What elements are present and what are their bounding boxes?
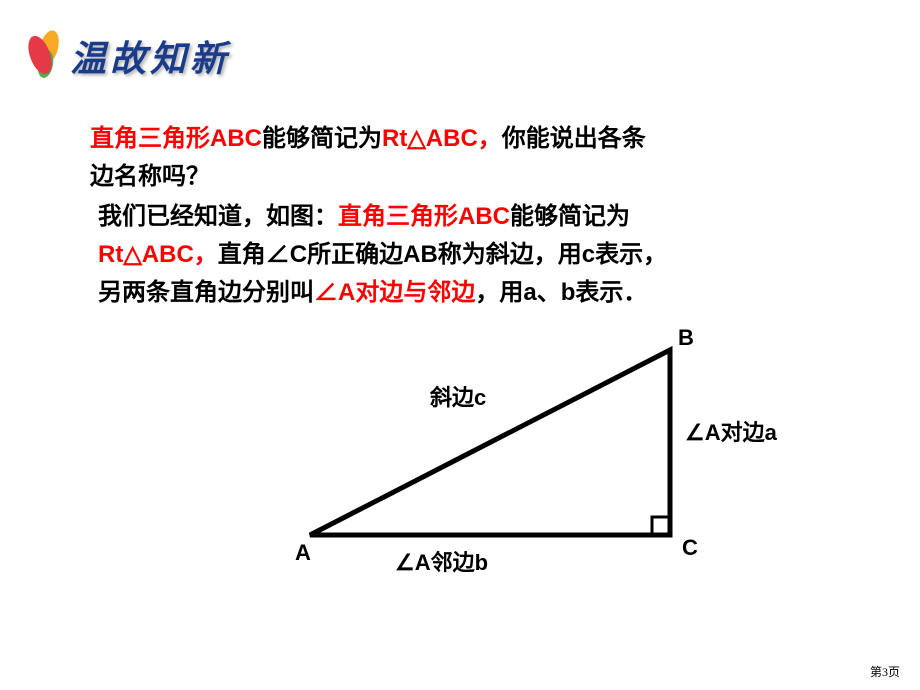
vertex-c-label: C [682, 535, 698, 561]
triangle-diagram: A B C 斜边c ∠A对边a ∠A邻边b [250, 330, 750, 610]
adjacent-label: ∠A邻边b [395, 545, 488, 577]
slide-title: 温故知新 [70, 30, 230, 82]
question-line-2: 边名称吗？ [90, 158, 210, 196]
hypotenuse-label: 斜边c [430, 380, 486, 412]
opposite-label: ∠A对边a [685, 415, 777, 447]
question-line-1: 直角三角形ABC能够简记为Rt△ABC，你能说出各条 [90, 120, 646, 158]
header-decoration-icon [30, 30, 60, 82]
vertex-b-label: B [678, 325, 694, 351]
vertex-a-label: A [295, 540, 311, 566]
answer-line-1: 我们已经知道，如图：直角三角形ABC能够简记为 [98, 198, 630, 236]
answer-line-2: Rt△ABC，直角∠C所正确边AB称为斜边，用c表示， [98, 236, 667, 274]
page-number: 第3页 [870, 663, 900, 680]
answer-line-3: 另两条直角边分别叫∠A对边与邻边，用a、b表示． [98, 274, 647, 312]
